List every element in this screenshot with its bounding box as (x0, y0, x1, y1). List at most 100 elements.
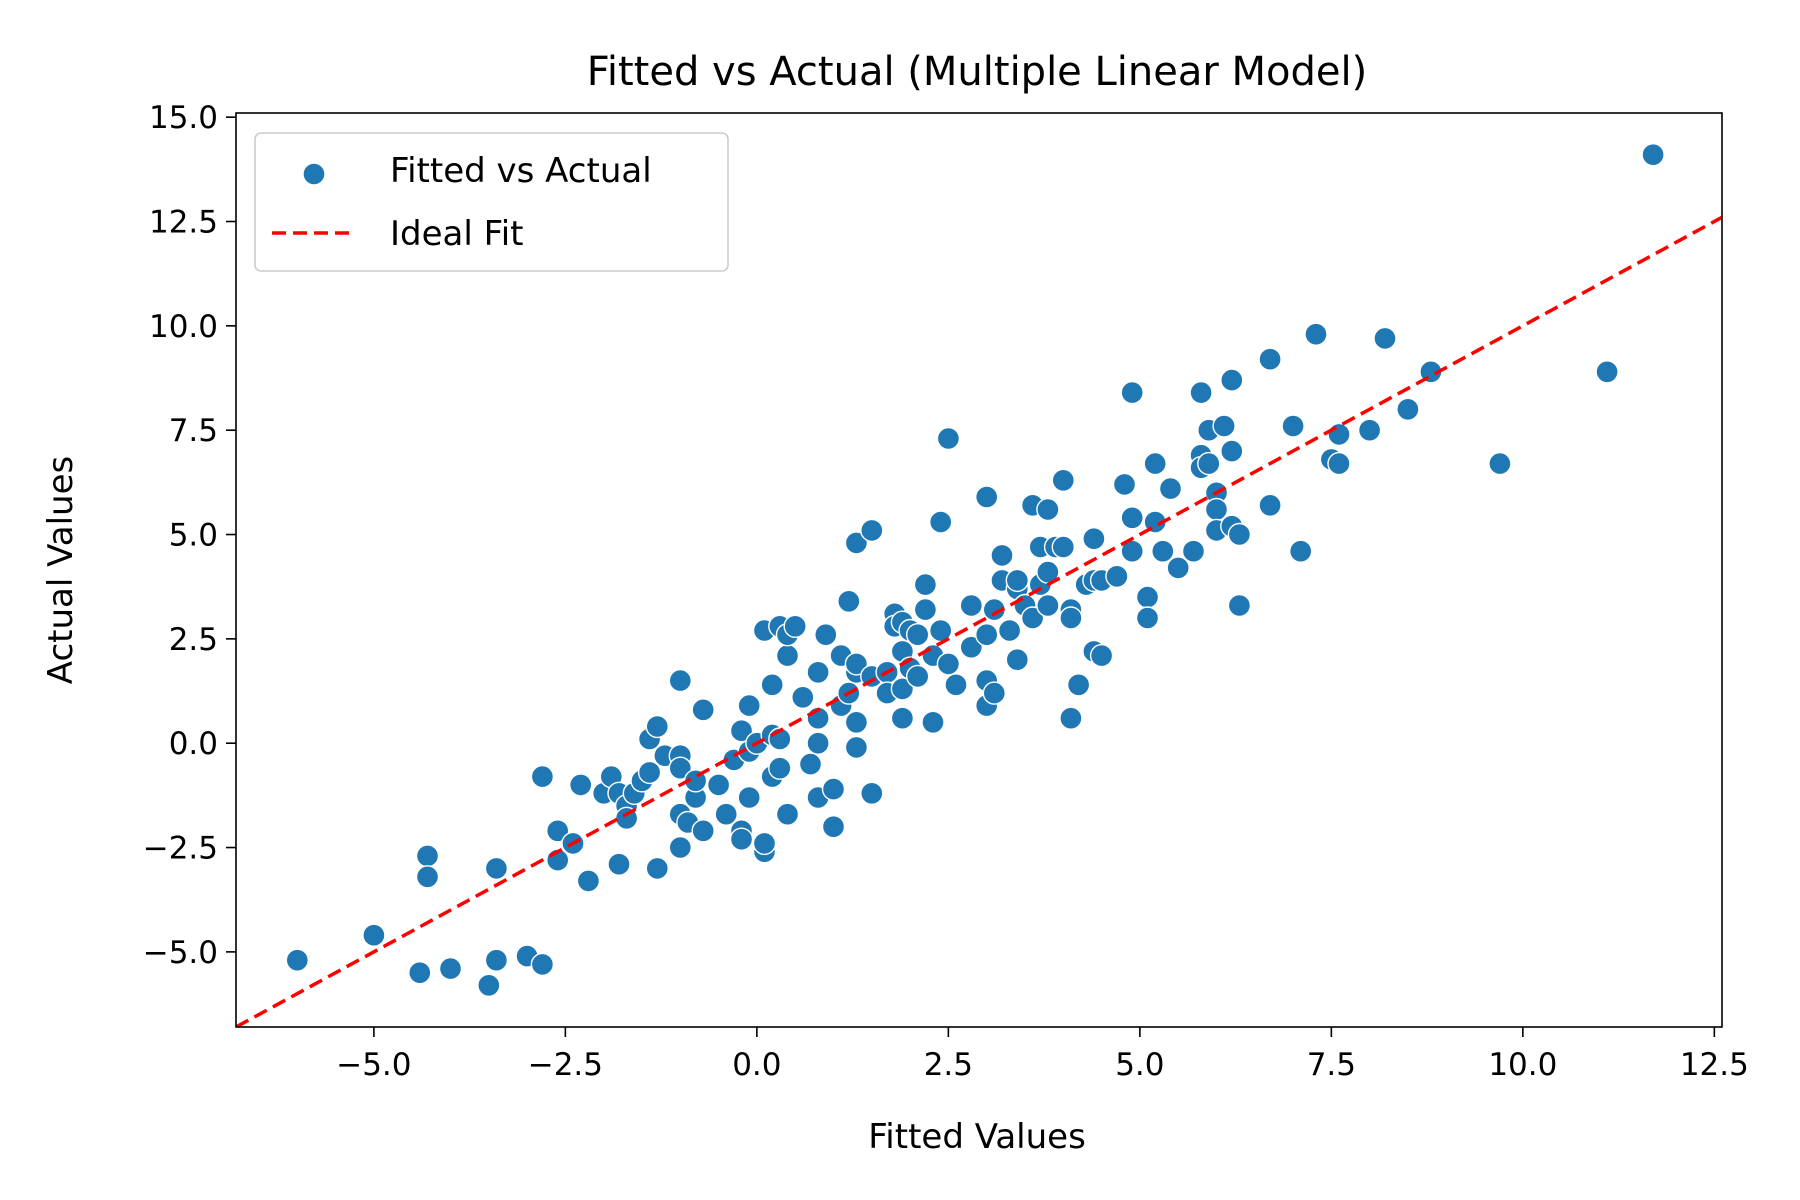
scatter-point (775, 802, 800, 826)
scatter-point (1373, 326, 1397, 351)
scatter-point (1258, 493, 1282, 517)
scatter-point (1181, 539, 1206, 563)
scatter-point (1158, 476, 1183, 501)
scatter-point (691, 819, 715, 843)
scatter-point (890, 706, 915, 730)
scatter-point (982, 681, 1006, 705)
y-tick-label: 5.0 (169, 518, 218, 554)
scatter-point (691, 698, 715, 722)
legend: Fitted vs Actual Ideal Fit (254, 132, 729, 272)
scatter-point (844, 531, 869, 555)
scatter-point (729, 827, 754, 851)
x-tick-label: 0.0 (732, 1047, 781, 1083)
scatter-point (944, 673, 968, 697)
scatter-point (921, 710, 945, 734)
scatter-point (1595, 360, 1619, 384)
scatter-point (737, 693, 761, 718)
scatter-point (1189, 380, 1213, 405)
scatter-point (1227, 593, 1252, 618)
scatter-point (415, 844, 440, 868)
legend-marker-scatter (302, 162, 326, 186)
scatter-point (798, 752, 823, 776)
scatter-point (530, 952, 555, 977)
chart-title: Fitted vs Actual (Multiple Linear Model) (587, 49, 1368, 95)
scatter-point (1151, 539, 1175, 563)
scatter-point (1082, 527, 1106, 551)
scatter-point (906, 623, 930, 647)
scatter-point (1488, 451, 1512, 476)
scatter-point (484, 856, 509, 881)
plot-area (236, 142, 1722, 1027)
scatter-point (1212, 414, 1236, 438)
scatter-point (362, 923, 386, 947)
x-tick-label: 12.5 (1680, 1047, 1749, 1083)
y-tick-label: 12.5 (149, 205, 218, 241)
scatter-point (1197, 451, 1221, 476)
scatter-point (929, 510, 953, 534)
scatter-point (408, 961, 432, 985)
scatter-point (860, 781, 884, 805)
scatter-point (975, 623, 999, 647)
scatter-point (1135, 606, 1160, 630)
scatter-point (546, 819, 570, 843)
scatter-point (775, 643, 800, 668)
scatter-point (576, 869, 601, 893)
scatter-point (913, 572, 938, 597)
scatter-point (668, 835, 692, 860)
y-axis-title: Actual Values (41, 456, 81, 684)
scatter-point (844, 710, 869, 734)
x-axis-title: Fitted Values (868, 1117, 1086, 1157)
scatter-point (1036, 593, 1060, 618)
scatter-point (1396, 397, 1420, 421)
scatter-point (1105, 564, 1129, 588)
scatter-point (890, 677, 915, 701)
legend-label-line: Ideal Fit (390, 214, 523, 254)
y-axis: −5.0 −2.5 0.0 2.5 5.0 7.5 10.0 12.5 15.0 (143, 100, 236, 971)
y-tick-label: −5.0 (143, 935, 218, 971)
y-tick-label: 7.5 (169, 413, 218, 449)
scatter-point (1166, 556, 1190, 580)
legend-box (254, 132, 729, 272)
scatter-point (1304, 322, 1328, 346)
scatter-point (569, 773, 593, 797)
scatter-point (982, 597, 1006, 622)
scatter-point (1227, 522, 1252, 547)
scatter-point (1327, 451, 1351, 476)
scatter-point (860, 518, 884, 543)
ideal-fit-line (236, 215, 1722, 1027)
scatter-point (783, 614, 807, 638)
scatter-point (1005, 568, 1029, 593)
scatter-point (844, 735, 869, 760)
scatter-point (484, 948, 509, 972)
scatter-point (645, 856, 669, 881)
x-tick-label: 5.0 (1115, 1047, 1164, 1083)
scatter-point (791, 685, 815, 709)
scatter-point (1089, 643, 1114, 668)
scatter-point (645, 714, 669, 739)
legend-label-scatter: Fitted vs Actual (390, 151, 652, 191)
scatter-point (1258, 347, 1282, 371)
x-tick-label: 10.0 (1488, 1047, 1557, 1083)
scatter-point (668, 756, 692, 780)
scatter-point (1051, 535, 1076, 559)
scatter-point (714, 802, 738, 826)
scatter-point (975, 485, 999, 509)
scatter-point (814, 623, 838, 647)
scatter-point (959, 593, 983, 618)
scatter-point (1020, 606, 1045, 630)
scatter-point (1281, 414, 1305, 438)
scatter-point (438, 956, 463, 981)
scatter-point (668, 668, 692, 693)
scatter-point (844, 652, 869, 676)
scatter-point (1220, 368, 1244, 392)
scatter-point (821, 777, 846, 801)
scatter-point (752, 831, 777, 856)
scatter-point (737, 785, 761, 810)
y-tick-label: 0.0 (169, 726, 218, 762)
scatter-point (1204, 497, 1229, 522)
scatter-point (706, 773, 731, 797)
y-tick-label: −2.5 (143, 831, 218, 867)
x-tick-label: −5.0 (336, 1047, 411, 1083)
scatter-point (997, 618, 1022, 643)
scatter-point (1135, 585, 1160, 609)
